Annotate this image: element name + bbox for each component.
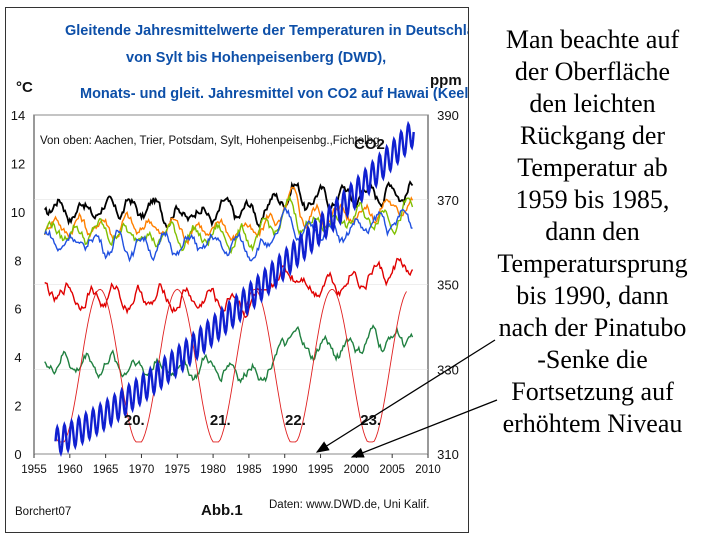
y-left-tick-label: 4 (14, 350, 21, 365)
y-right-tick-label: 370 (437, 193, 459, 208)
cycle-label: 20. (124, 412, 145, 429)
y-left-tick-label: 2 (14, 399, 21, 414)
author-label: Borchert07 (15, 506, 71, 518)
chart-title-line-2: von Sylt bis Hohenpeisenberg (DWD), (126, 50, 386, 66)
series-line-hohenpeisenberg (44, 257, 414, 319)
series-line-sylt (44, 206, 413, 263)
x-tick-label: 2010 (415, 464, 441, 476)
cycle-label: 23. (360, 412, 381, 429)
caption-line: Temperatur ab (517, 153, 668, 182)
x-tick-label: 1980 (200, 464, 226, 476)
caption-line: -Senke die (537, 345, 648, 374)
cycle-label: 22. (285, 412, 306, 429)
y-right-tick-label: 310 (437, 447, 459, 462)
y-left-tick-label: 10 (11, 205, 25, 220)
caption-line: der Oberfläche (514, 57, 671, 86)
caption-line: nach der Pinatubo (498, 313, 687, 342)
series-line-co2 (54, 120, 415, 457)
x-tick-label: 1960 (57, 464, 83, 476)
caption-line: erhöhtem Niveau (502, 409, 683, 438)
x-tick-label: 1995 (308, 464, 334, 476)
caption-line: Temperatursprung (497, 249, 688, 278)
y-right-tick-label: 390 (437, 108, 459, 123)
x-tick-label: 1975 (164, 464, 190, 476)
y-right-tick-label: 350 (437, 278, 459, 293)
caption-line: 1959 bis 1985, (515, 185, 670, 214)
caption-line: den leichten (529, 89, 656, 118)
series-line-aachen (43, 180, 414, 230)
series-line-trier (44, 186, 414, 246)
caption-line: Fortsetzung auf (511, 377, 674, 406)
explanatory-caption: Man beachte auf der Oberfläche den leich… (470, 24, 715, 440)
caption-line: bis 1990, dann (516, 281, 669, 310)
x-tick-label: 2005 (379, 464, 405, 476)
source-label: Daten: www.DWD.de, Uni Kalif. (269, 499, 429, 511)
x-tick-label: 1955 (21, 464, 47, 476)
temperature-co2-chart: Gleitende Jahresmittelwerte der Temperat… (11, 23, 468, 519)
y-left-ticks: 0 2 4 6 8 10 12 14 (11, 108, 25, 462)
caption-line: Man beachte auf (505, 25, 680, 54)
y-left-tick-label: 12 (11, 156, 25, 171)
stations-note: Von oben: Aachen, Trier, Potsdam, Sylt, … (40, 135, 383, 147)
x-tick-label: 1965 (93, 464, 119, 476)
y-right-tick-label: 330 (437, 362, 459, 377)
series-group (43, 120, 415, 457)
caption-line: dann den (545, 217, 640, 246)
caption-line: Rückgang der (519, 121, 666, 150)
x-ticks: 1955 1960 1965 1970 1975 1980 1985 1990 1995 2000… (21, 454, 441, 476)
x-tick-label: 1970 (129, 464, 155, 476)
chart-title-line-3: Monats- und gleit. Jahresmittel von CO2 … (80, 86, 468, 102)
cycle-label: 21. (210, 412, 231, 429)
y-left-tick-label: 14 (11, 108, 25, 123)
chart-panel: Gleitende Jahresmittelwerte der Temperat… (5, 7, 469, 533)
y-right-unit-label: ppm (430, 72, 462, 89)
x-tick-label: 1990 (272, 464, 298, 476)
x-tick-label: 2000 (344, 464, 370, 476)
x-tick-label: 1985 (236, 464, 262, 476)
y-left-tick-label: 6 (14, 302, 21, 317)
y-left-tick-label: 8 (14, 253, 21, 268)
y-left-tick-label: 0 (14, 447, 21, 462)
chart-title-line-1: Gleitende Jahresmittelwerte der Temperat… (65, 23, 468, 39)
series-line-potsdam (44, 194, 414, 255)
y-right-ticks: 310 330 350 370 390 (437, 108, 459, 462)
y-left-unit-label: °C (16, 79, 33, 96)
figure-label: Abb.1 (201, 502, 243, 519)
co2-label: CO2 (354, 136, 385, 153)
